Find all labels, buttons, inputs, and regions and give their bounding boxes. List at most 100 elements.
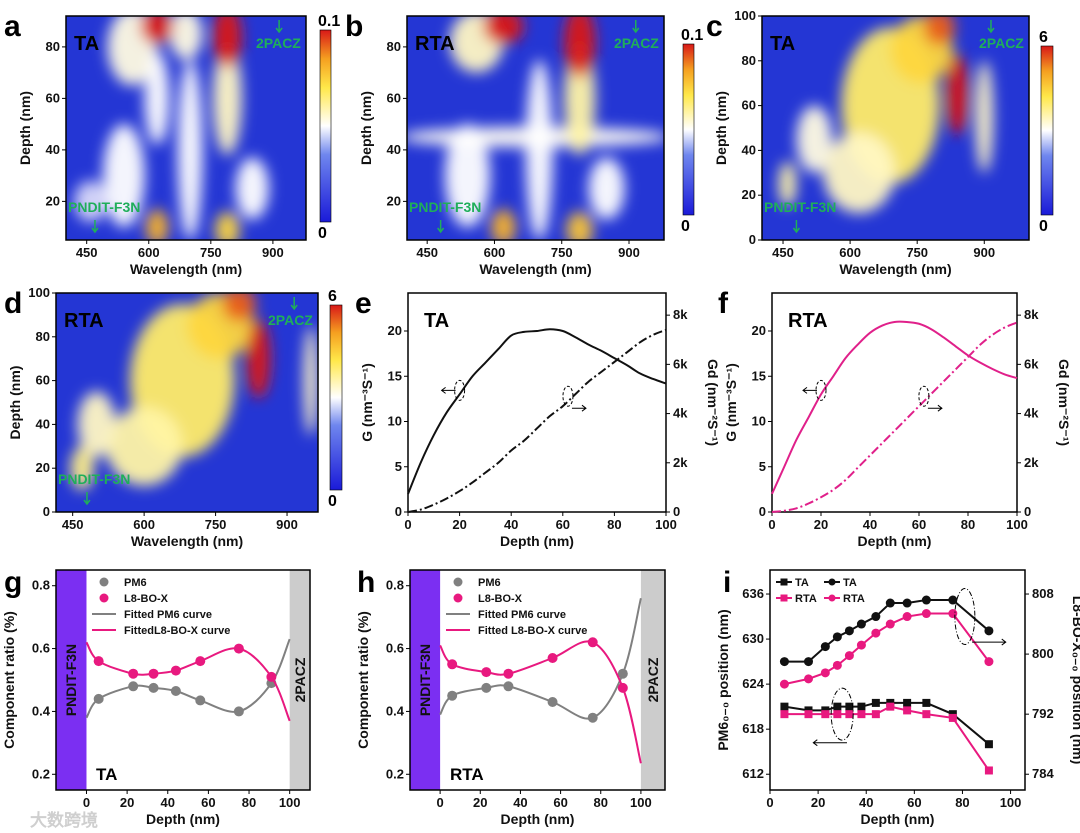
heatmap-hotspot bbox=[145, 209, 169, 240]
heatmap-title: TA bbox=[770, 33, 795, 55]
y-tick-label: 5 bbox=[759, 459, 766, 474]
heatmap-hotspot bbox=[140, 16, 174, 45]
heatmap bbox=[56, 293, 318, 512]
layer-annotation: 2PACZ bbox=[268, 312, 313, 328]
down-arrow-icon bbox=[437, 220, 445, 234]
fitted-curve bbox=[85, 641, 291, 722]
y-tick-label: 40 bbox=[46, 142, 60, 157]
y-tick-label: 0 bbox=[749, 232, 756, 247]
legend-marker bbox=[99, 577, 109, 587]
panel-letter: b bbox=[345, 10, 363, 43]
heatmap-title: RTA bbox=[415, 33, 455, 55]
series-marker-ellipse bbox=[562, 385, 574, 407]
x-tick-label: 40 bbox=[504, 517, 518, 532]
data-point-square bbox=[780, 710, 789, 719]
heatmap-hotspot bbox=[588, 157, 625, 220]
y2-tick-label: 0 bbox=[673, 504, 680, 519]
fitted-curve bbox=[85, 638, 291, 719]
data-point-square bbox=[984, 766, 993, 775]
panel-letter: c bbox=[706, 10, 723, 43]
y-tick-label: 60 bbox=[36, 373, 50, 388]
x-axis-label: Wavelength (nm) bbox=[839, 261, 951, 277]
y-axis-label: G (nm⁻³S⁻¹) bbox=[723, 363, 739, 442]
x-tick-label: 0 bbox=[83, 795, 90, 810]
x-tick-label: 750 bbox=[551, 245, 573, 260]
layer-band-label: 2PACZ bbox=[645, 657, 661, 702]
y2-tick-label: 0 bbox=[1024, 504, 1031, 519]
y-tick-label: 0.8 bbox=[32, 578, 50, 593]
heatmap-hotspot bbox=[946, 54, 969, 135]
plot-frame bbox=[406, 15, 665, 241]
x-axis-label: Depth (nm) bbox=[501, 811, 575, 827]
layer-annotation: 2PACZ bbox=[256, 35, 301, 51]
y2-tick-label: 2k bbox=[1024, 455, 1039, 470]
data-point-circle bbox=[832, 660, 842, 670]
layer-annotation: PNDIT-F3N bbox=[409, 199, 481, 215]
data-point-circle bbox=[779, 679, 789, 689]
heatmap-hotspot bbox=[796, 105, 833, 173]
gd-curve bbox=[771, 321, 1018, 513]
y-tick-label: 0.4 bbox=[386, 703, 405, 718]
heatmap-hotspot bbox=[212, 16, 242, 68]
panel-letter: e bbox=[355, 287, 372, 320]
data-point bbox=[587, 637, 598, 648]
x-tick-label: 60 bbox=[553, 795, 567, 810]
layer-band bbox=[56, 570, 87, 790]
legend-marker bbox=[453, 593, 463, 603]
panel-title: TA bbox=[96, 765, 117, 784]
y-tick-label: 5 bbox=[395, 459, 402, 474]
data-point-square bbox=[871, 710, 880, 719]
x-tick-label: 0 bbox=[437, 795, 444, 810]
x-tick-label: 40 bbox=[161, 795, 175, 810]
y-axis-label: Depth (nm) bbox=[713, 91, 729, 165]
panel-letter: i bbox=[723, 566, 731, 599]
plot-frame bbox=[65, 15, 307, 241]
data-point bbox=[447, 659, 458, 670]
y-tick-label: 0 bbox=[395, 504, 402, 519]
legend-label: Fitted L8-BO-X curve bbox=[478, 625, 587, 637]
plot-frame bbox=[409, 569, 666, 791]
data-point-circle bbox=[844, 626, 854, 636]
x-tick-label: 60 bbox=[912, 517, 926, 532]
data-point bbox=[148, 682, 159, 693]
colorbar-min-label: 0 bbox=[328, 493, 337, 510]
g-curve bbox=[771, 320, 1018, 495]
data-point-circle bbox=[779, 657, 789, 667]
data-point-circle bbox=[984, 657, 994, 667]
layer-annotation: 2PACZ bbox=[979, 35, 1024, 51]
y-axis-label: Component ratio (%) bbox=[1, 611, 17, 749]
heatmap-hotspot bbox=[212, 41, 242, 156]
colorbar-max-label: 0.1 bbox=[681, 27, 703, 44]
data-point-square bbox=[845, 710, 854, 719]
data-point bbox=[481, 667, 492, 678]
heatmap-hotspot bbox=[975, 60, 994, 173]
y-tick-label: 80 bbox=[46, 39, 60, 54]
heatmap-hotspot bbox=[177, 59, 203, 240]
x-tick-label: 450 bbox=[62, 517, 84, 532]
data-point bbox=[547, 697, 558, 707]
x-axis-label: Depth (nm) bbox=[146, 811, 220, 827]
data-point bbox=[587, 712, 598, 723]
heatmap-hotspot bbox=[778, 161, 797, 207]
colorbar bbox=[329, 304, 343, 491]
heatmap-field bbox=[778, 16, 994, 214]
y2-tick-label: 792 bbox=[1032, 706, 1054, 721]
plot-frame bbox=[55, 292, 319, 513]
heatmap bbox=[407, 16, 664, 240]
data-point-circle bbox=[921, 609, 931, 619]
colorbar-min-label: 0 bbox=[1039, 218, 1048, 235]
colorbar bbox=[1040, 45, 1054, 216]
y-axis-label: PM6₀₋₀ position (nm) bbox=[715, 609, 731, 750]
y-tick-label: 612 bbox=[742, 766, 764, 781]
y2-tick-label: 4k bbox=[673, 406, 688, 421]
x-tick-label: 600 bbox=[484, 245, 506, 260]
x-tick-label: 80 bbox=[242, 795, 256, 810]
colorbar-max-label: 6 bbox=[1039, 29, 1048, 46]
y-tick-label: 100 bbox=[28, 285, 50, 300]
y2-axis-label: Gd (nm⁻²S⁻¹) bbox=[1056, 359, 1072, 446]
y-tick-label: 10 bbox=[388, 414, 402, 429]
y2-tick-label: 8k bbox=[1024, 307, 1039, 322]
heatmap-hotspot bbox=[563, 16, 596, 78]
colorbar bbox=[319, 29, 332, 223]
y-tick-label: 10 bbox=[752, 414, 766, 429]
